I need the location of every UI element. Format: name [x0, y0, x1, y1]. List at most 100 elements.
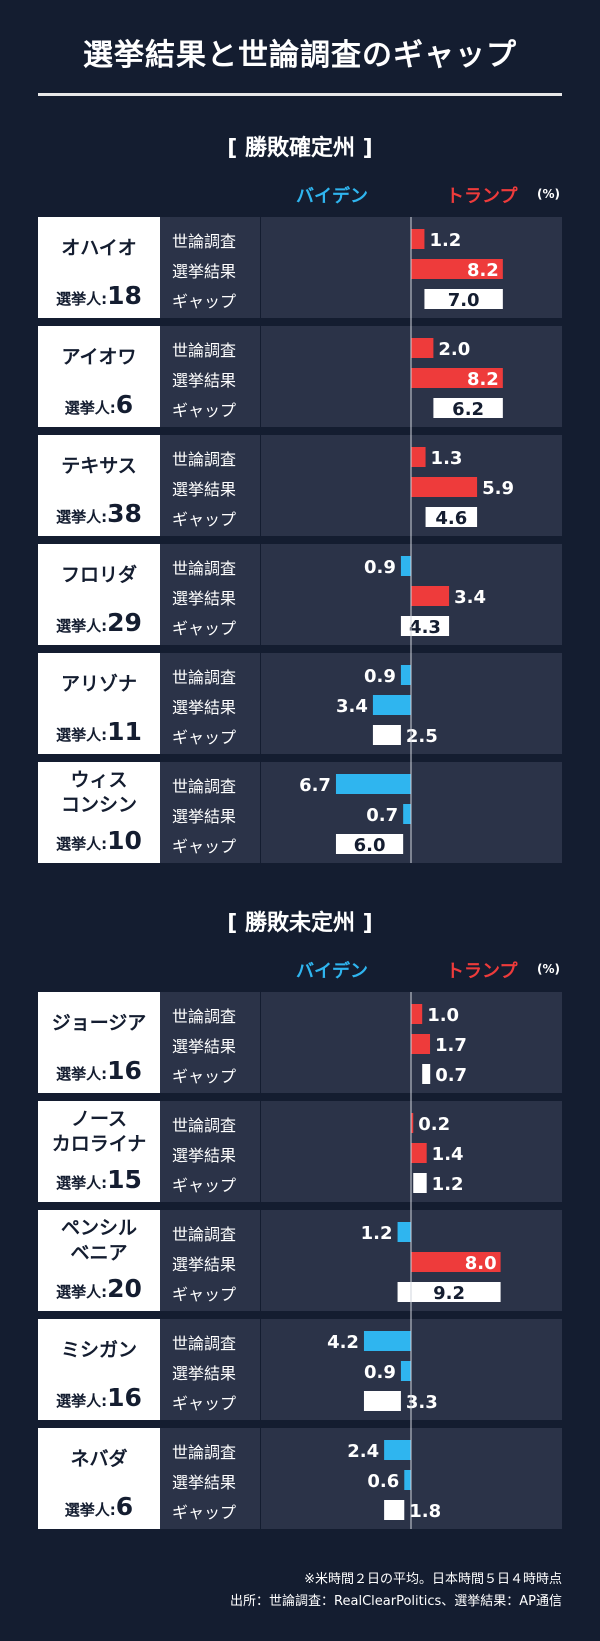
- legend-biden: バイデン: [296, 186, 368, 207]
- chart-panel: [260, 653, 562, 754]
- electors-label: 選挙人:38: [56, 499, 142, 528]
- row-labels: 世論調査選挙結果ギャップ: [160, 992, 260, 1093]
- row-label: 選挙結果: [172, 589, 237, 608]
- chart-panel: [260, 217, 562, 318]
- row-label: ギャップ: [172, 728, 237, 747]
- electors-count: 6: [115, 390, 134, 419]
- row-label: 選挙結果: [172, 1473, 237, 1492]
- title-divider: [38, 93, 562, 96]
- electors-label: 選挙人:16: [56, 1056, 142, 1085]
- row-label: 選挙結果: [172, 1037, 237, 1056]
- state-card: ジョージア選挙人:16: [38, 992, 160, 1093]
- row-label: 選挙結果: [172, 1146, 237, 1165]
- electors-label: 選挙人:29: [56, 608, 142, 637]
- state-name: オハイオ: [61, 236, 137, 259]
- electors-count: 11: [107, 717, 142, 746]
- state-card: フロリダ選挙人:29: [38, 544, 160, 645]
- row-label: 選挙結果: [172, 480, 237, 499]
- row-labels: 世論調査選挙結果ギャップ: [160, 217, 260, 318]
- state-name: アイオワ: [61, 345, 137, 368]
- row-label: ギャップ: [172, 1067, 237, 1086]
- row-labels: 世論調査選挙結果ギャップ: [160, 544, 260, 645]
- state-card: オハイオ選挙人:18: [38, 217, 160, 318]
- state-card: ミシガン選挙人:16: [38, 1319, 160, 1420]
- electors-label: 選挙人:10: [56, 826, 142, 855]
- chart-panel: [260, 762, 562, 863]
- chart-panel: [260, 1319, 562, 1420]
- electors-count: 38: [107, 499, 142, 528]
- electors-count: 16: [107, 1383, 142, 1412]
- row-label: 世論調査: [172, 668, 237, 687]
- section-title: [ 勝敗確定州 ]: [227, 136, 373, 161]
- chart-panel: [260, 435, 562, 536]
- row-labels: 世論調査 選挙結果 ギャップ: [160, 1319, 260, 1420]
- state-name: フロリダ: [60, 563, 137, 586]
- chart-panel: [260, 992, 562, 1093]
- row-label: 世論調査: [172, 1225, 237, 1244]
- legend-trump: トランプ: [446, 186, 518, 207]
- electors-count: 6: [115, 1492, 134, 1521]
- electors-count: 29: [107, 608, 142, 637]
- row-label: 世論調査: [172, 1007, 237, 1026]
- state-card: ネバダ 選挙人:6: [38, 1428, 160, 1529]
- electors-label: 選挙人:18: [56, 281, 142, 310]
- state-name: ジョージア: [51, 1011, 147, 1034]
- row-label: ギャップ: [172, 1176, 237, 1195]
- row-label: 選挙結果: [172, 807, 237, 826]
- row-labels: 世論調査選挙結果ギャップ: [160, 435, 260, 536]
- row-label: ギャップ: [172, 292, 237, 311]
- legend-biden: バイデン: [296, 961, 368, 982]
- electors-label: 選挙人:11: [56, 717, 142, 746]
- section-title: [ 勝敗未定州 ]: [227, 911, 373, 936]
- state-card: アリゾナ選挙人:11: [38, 653, 160, 754]
- electors-count: 20: [107, 1274, 142, 1303]
- row-label: 世論調査: [172, 450, 237, 469]
- row-label: 世論調査: [172, 232, 237, 251]
- row-label: ギャップ: [172, 837, 237, 856]
- row-label: 選挙結果: [172, 371, 237, 390]
- electors-label: 選挙人:6: [64, 1492, 134, 1521]
- row-label: 選挙結果: [172, 262, 237, 281]
- row-labels: 世論調査選挙結果ギャップ: [160, 762, 260, 863]
- state-name: アリゾナ: [60, 672, 137, 695]
- electors-label: 選挙人:16: [56, 1383, 142, 1412]
- state-name: ノース カロライナ: [51, 1108, 147, 1155]
- row-label: 世論調査: [172, 777, 237, 796]
- state-name: ミシガン: [60, 1338, 137, 1361]
- row-label: 世論調査: [172, 1443, 237, 1462]
- chart-panel: [260, 544, 562, 645]
- row-label: ギャップ: [172, 1285, 237, 1304]
- electors-count: 10: [107, 826, 142, 855]
- state-card: ウィス コンシン選挙人:10: [38, 762, 160, 863]
- row-label: ギャップ: [172, 1503, 237, 1522]
- chart-panel: [260, 326, 562, 427]
- state-name: ペンシル ベニア: [60, 1217, 137, 1264]
- row-label: ギャップ: [172, 510, 237, 529]
- footnote-note: ※米時間２日の平均。日本時間５日４時時点: [304, 1572, 562, 1587]
- legend-unit: (%): [537, 962, 560, 976]
- state-card: アイオワ選挙人:6: [38, 326, 160, 427]
- chart-panel: [260, 1101, 562, 1202]
- row-labels: 世論調査 選挙結果 ギャップ: [160, 653, 260, 754]
- row-labels: 世論調査選挙結果ギャップ: [160, 1428, 260, 1529]
- row-label: ギャップ: [172, 401, 237, 420]
- electors-count: 16: [107, 1056, 142, 1085]
- row-label: 世論調査: [172, 341, 237, 360]
- row-label: 選挙結果: [172, 1364, 237, 1383]
- chart-panel: [260, 1210, 562, 1311]
- legend-trump: トランプ: [446, 961, 518, 982]
- row-label: 世論調査: [172, 1116, 237, 1135]
- row-label: ギャップ: [172, 619, 237, 638]
- row-label: 世論調査: [172, 1334, 237, 1353]
- chart-panel: [260, 1428, 562, 1529]
- electors-label: 選挙人:15: [56, 1165, 142, 1194]
- state-card: ペンシル ベニア 選挙人:20: [38, 1210, 160, 1311]
- electors-label: 選挙人:6: [64, 390, 134, 419]
- page-title: 選挙結果と世論調査のギャップ: [83, 38, 517, 73]
- electors-count: 15: [107, 1165, 142, 1194]
- electors-count: 18: [107, 281, 142, 310]
- row-labels: 世論調査選挙結果ギャップ: [160, 326, 260, 427]
- state-name: ウィス コンシン: [60, 769, 137, 816]
- row-label: 世論調査: [172, 559, 237, 578]
- row-labels: 世論調査 選挙結果 ギャップ: [160, 1210, 260, 1311]
